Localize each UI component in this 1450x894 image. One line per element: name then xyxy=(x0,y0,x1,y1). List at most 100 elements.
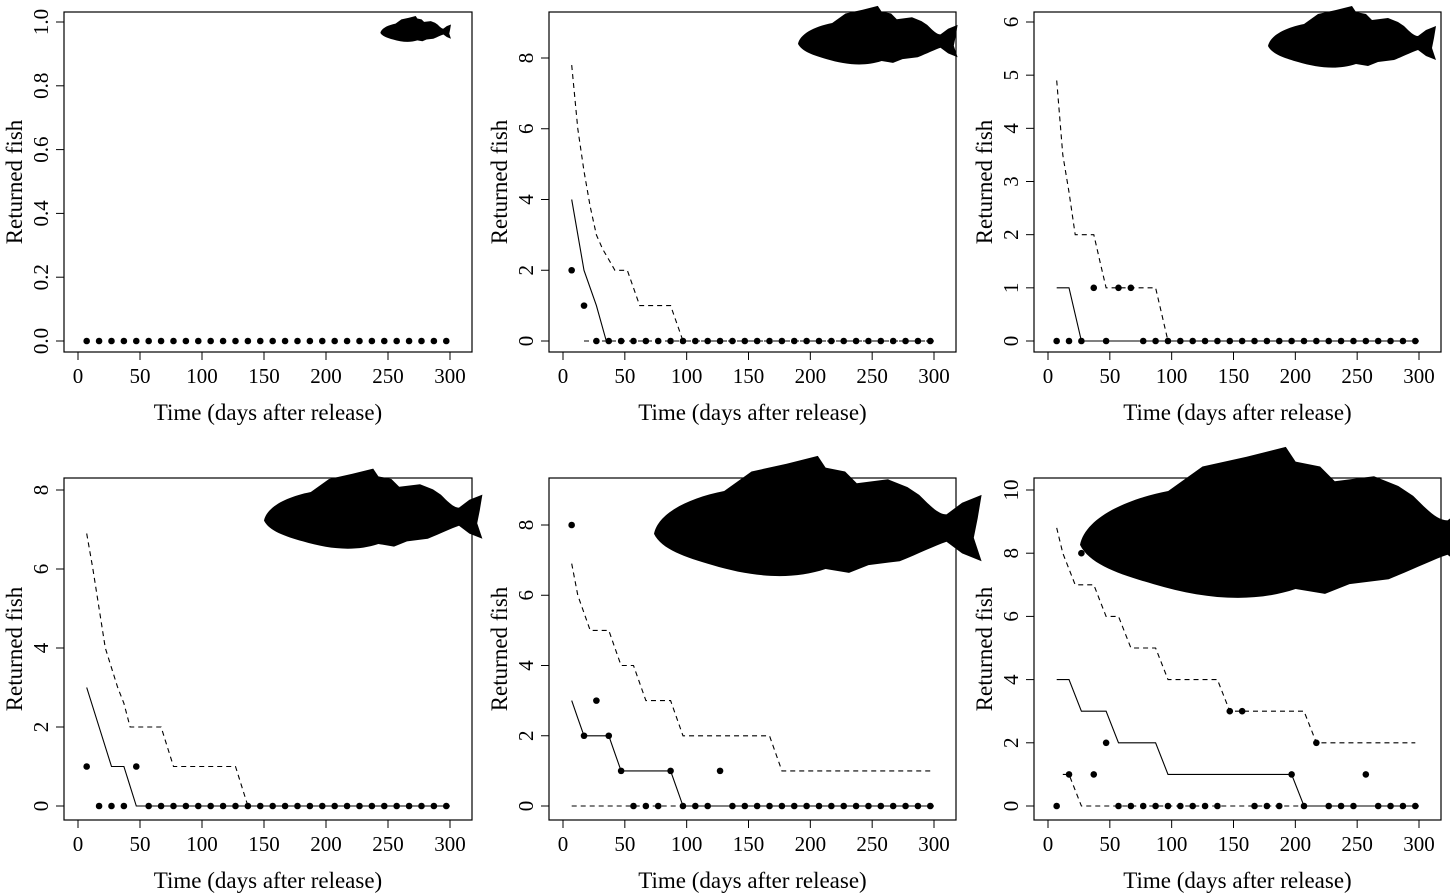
observed-point xyxy=(108,337,115,345)
y-tick-label: 6 xyxy=(999,17,1023,28)
observed-point xyxy=(617,767,625,775)
x-tick-label: 150 xyxy=(733,832,765,856)
observed-point xyxy=(692,337,699,345)
observed-point xyxy=(716,337,724,345)
observed-point xyxy=(1350,802,1357,810)
observed-point xyxy=(170,337,177,345)
observed-point xyxy=(1201,337,1209,345)
y-tick-label: 4 xyxy=(514,194,538,205)
x-tick-label: 50 xyxy=(614,832,635,856)
x-axis-title: Time (days after release) xyxy=(154,868,382,893)
observed-point xyxy=(182,802,190,810)
observed-point xyxy=(729,802,736,810)
x-tick-label: 200 xyxy=(1280,364,1312,388)
observed-point xyxy=(1201,802,1209,810)
observed-point xyxy=(442,337,450,345)
y-tick-label: 6 xyxy=(29,564,53,575)
x-tick-label: 250 xyxy=(372,832,404,856)
observed-point xyxy=(852,337,860,345)
observed-point xyxy=(1189,802,1196,810)
observed-point xyxy=(1226,707,1234,715)
median-line xyxy=(571,199,607,342)
y-tick-label: 0.8 xyxy=(29,73,53,99)
observed-point xyxy=(120,802,128,810)
observed-point xyxy=(294,337,301,345)
observed-point xyxy=(281,802,289,810)
observed-point xyxy=(1127,802,1135,810)
observed-point xyxy=(232,802,239,810)
x-tick-label: 200 xyxy=(1280,832,1312,856)
observed-point xyxy=(1374,337,1382,345)
x-tick-label: 300 xyxy=(434,364,466,388)
observed-point xyxy=(803,337,810,345)
x-tick-label: 300 xyxy=(1403,832,1435,856)
observed-point xyxy=(145,802,152,810)
observed-point xyxy=(1214,802,1221,810)
x-axis-title: Time (days after release) xyxy=(154,400,382,425)
x-tick-label: 250 xyxy=(856,364,888,388)
observed-point xyxy=(380,337,388,345)
observed-point xyxy=(83,337,90,345)
x-tick-label: 250 xyxy=(1341,364,1373,388)
observed-point xyxy=(343,337,351,345)
observed-point xyxy=(926,802,934,810)
observed-point xyxy=(1139,337,1147,345)
x-tick-label: 300 xyxy=(434,832,466,856)
observed-point xyxy=(1387,337,1394,345)
observed-point xyxy=(442,802,450,810)
y-tick-label: 0 xyxy=(514,336,538,347)
observed-point xyxy=(766,337,773,345)
observed-point xyxy=(1313,739,1320,747)
x-tick-label: 100 xyxy=(186,364,218,388)
y-tick-label: 0.0 xyxy=(29,328,53,354)
observed-point xyxy=(368,337,376,345)
observed-point xyxy=(1177,802,1184,810)
observed-point xyxy=(318,802,326,810)
observed-point xyxy=(902,802,909,810)
y-tick-label: 2 xyxy=(29,722,53,733)
observed-point xyxy=(194,337,202,345)
x-tick-label: 150 xyxy=(1218,832,1250,856)
observed-point xyxy=(902,337,909,345)
x-tick-label: 250 xyxy=(856,832,888,856)
x-tick-label: 50 xyxy=(1099,364,1120,388)
x-tick-label: 0 xyxy=(73,832,84,856)
x-tick-label: 250 xyxy=(1341,832,1373,856)
observed-point xyxy=(145,337,152,345)
y-tick-label: 8 xyxy=(514,53,538,64)
y-tick-label: 0.4 xyxy=(29,200,53,227)
observed-point xyxy=(729,337,736,345)
observed-point xyxy=(1214,337,1221,345)
observed-point xyxy=(617,337,625,345)
observed-point xyxy=(1350,337,1357,345)
observed-point xyxy=(1288,771,1295,778)
x-tick-label: 200 xyxy=(795,364,827,388)
y-axis-title: Returned fish xyxy=(2,119,27,244)
y-tick-label: 8 xyxy=(514,520,538,531)
panel-top-right: 0 50 100 150 200 250 300 0 1 2 3 4 5 6 Time (days afte… xyxy=(972,6,1442,425)
y-tick-label: 0.2 xyxy=(29,264,53,290)
panel-bottom-left: 0 50 100 150 200 250 300 0 2 4 6 8 Time (days after … xyxy=(2,468,483,893)
y-tick-label: 3 xyxy=(999,176,1023,187)
observed-point xyxy=(1226,337,1234,345)
x-axis-title: Time (days after release) xyxy=(638,400,866,425)
y-tick-label: 6 xyxy=(514,124,538,135)
y-tick-label: 6 xyxy=(999,611,1023,622)
observed-point xyxy=(182,337,190,345)
observed-point xyxy=(356,802,363,810)
observed-point xyxy=(877,337,885,345)
observed-point xyxy=(593,697,600,704)
panel-top-left: 0 50 100 150 200 250 300 0.0 0.2 0.4 0.6 0.8 1.0 Time… xyxy=(2,9,473,425)
x-tick-label: 0 xyxy=(1043,364,1054,388)
observed-point xyxy=(1102,337,1110,345)
x-tick-label: 150 xyxy=(248,364,280,388)
y-tick-label: 6 xyxy=(514,590,538,601)
y-tick-label: 1 xyxy=(999,283,1023,294)
observed-point xyxy=(1313,337,1320,345)
observed-point xyxy=(418,802,425,810)
fish-silhouette-icon xyxy=(264,468,483,549)
observed-point xyxy=(753,802,761,810)
observed-point xyxy=(244,802,252,810)
observed-point xyxy=(232,337,239,345)
observed-point xyxy=(926,337,934,345)
